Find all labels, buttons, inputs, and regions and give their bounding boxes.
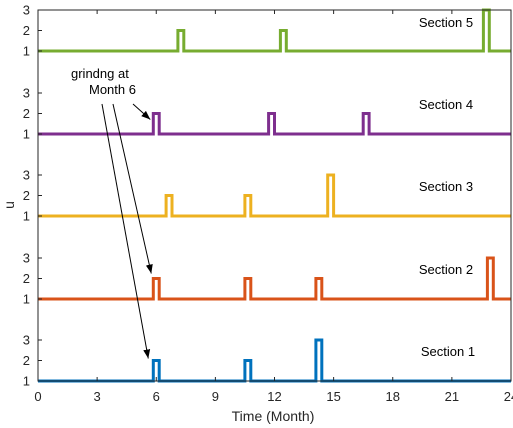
x-tick-label: 21 bbox=[445, 389, 459, 404]
x-tick-label: 6 bbox=[153, 389, 160, 404]
y-tick-label: 1 bbox=[23, 374, 30, 389]
section-label-5: Section 5 bbox=[419, 15, 473, 30]
x-tick-label: 18 bbox=[386, 389, 400, 404]
y-tick-label: 2 bbox=[23, 188, 30, 203]
y-tick-label: 2 bbox=[23, 271, 30, 286]
y-axis-label: u bbox=[1, 201, 17, 209]
series-line-section-4 bbox=[38, 112, 511, 136]
section-label-3: Section 3 bbox=[419, 179, 473, 194]
x-axis-label: Time (Month) bbox=[232, 408, 315, 424]
annotation: grindng at Month 6 bbox=[71, 66, 153, 359]
annotation-arrow-3 bbox=[101, 103, 151, 359]
y-tick-label: 1 bbox=[23, 292, 30, 307]
y-tick-label: 3 bbox=[23, 333, 30, 348]
series-line-section-3 bbox=[38, 173, 511, 218]
section-label-4: Section 4 bbox=[419, 97, 473, 112]
axes: 12312312312312303691215182124 bbox=[23, 3, 513, 405]
y-tick-label: 3 bbox=[23, 168, 30, 183]
section-label-1: Section 1 bbox=[421, 344, 475, 359]
y-tick-label: 1 bbox=[23, 44, 30, 59]
y-tick-label: 2 bbox=[23, 23, 30, 38]
y-tick-label: 3 bbox=[23, 86, 30, 101]
x-tick-label: 3 bbox=[94, 389, 101, 404]
annotation-line-1: grindng at bbox=[71, 66, 129, 81]
y-tick-label: 2 bbox=[23, 353, 30, 368]
section-label-2: Section 2 bbox=[419, 262, 473, 277]
y-tick-label: 2 bbox=[23, 106, 30, 121]
series-line-section-1 bbox=[38, 338, 511, 383]
series-line-section-2 bbox=[38, 256, 511, 301]
annotation-arrow-1 bbox=[132, 103, 151, 120]
x-tick-label: 0 bbox=[34, 389, 41, 404]
y-tick-label: 1 bbox=[23, 127, 30, 142]
y-tick-label: 1 bbox=[23, 209, 30, 224]
annotation-line-2: Month 6 bbox=[89, 82, 136, 97]
y-tick-label: 3 bbox=[23, 251, 30, 266]
annotation-arrow-2 bbox=[112, 103, 153, 274]
x-tick-label: 15 bbox=[326, 389, 340, 404]
plot-area: Section 1 Section 2 Section 3 Section 4 Sect… bbox=[38, 8, 511, 383]
x-tick-label: 9 bbox=[212, 389, 219, 404]
x-tick-label: 12 bbox=[267, 389, 281, 404]
y-tick-label: 3 bbox=[23, 3, 30, 18]
x-tick-label: 24 bbox=[504, 389, 513, 404]
